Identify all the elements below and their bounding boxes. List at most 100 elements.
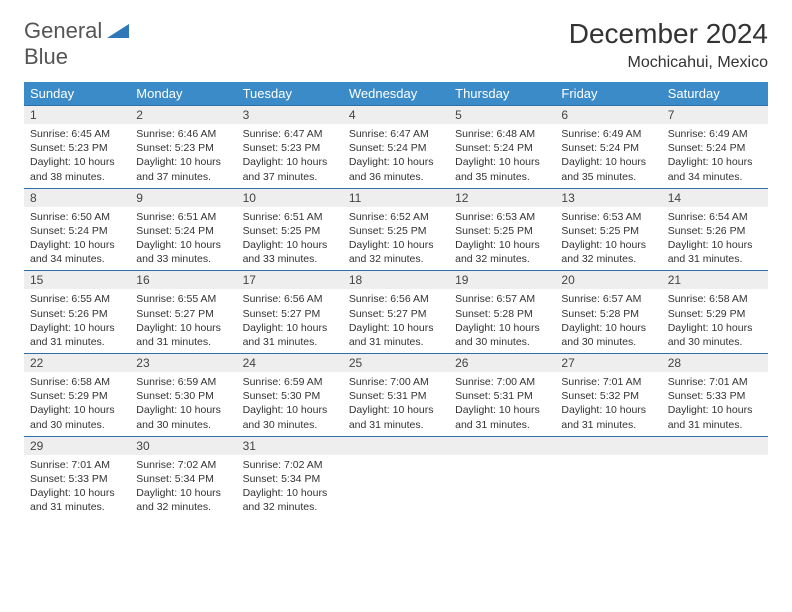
logo-word2: Blue: [24, 44, 68, 69]
day-cell: 12Sunrise: 6:53 AMSunset: 5:25 PMDayligh…: [449, 188, 555, 271]
day-cell: 13Sunrise: 6:53 AMSunset: 5:25 PMDayligh…: [555, 188, 661, 271]
day-number: 4: [343, 105, 449, 124]
logo-triangle-icon: [107, 22, 129, 43]
day-cell: 31Sunrise: 7:02 AMSunset: 5:34 PMDayligh…: [237, 436, 343, 519]
day-number: 15: [24, 270, 130, 289]
day-number: 8: [24, 188, 130, 207]
day-number: 17: [237, 270, 343, 289]
day-details: Sunrise: 6:57 AMSunset: 5:28 PMDaylight:…: [555, 289, 661, 353]
day-number: 27: [555, 353, 661, 372]
day-details: Sunrise: 6:59 AMSunset: 5:30 PMDaylight:…: [237, 372, 343, 436]
day-number: 11: [343, 188, 449, 207]
day-number: 5: [449, 105, 555, 124]
day-details: Sunrise: 6:59 AMSunset: 5:30 PMDaylight:…: [130, 372, 236, 436]
day-cell: 8Sunrise: 6:50 AMSunset: 5:24 PMDaylight…: [24, 188, 130, 271]
day-details: Sunrise: 6:52 AMSunset: 5:25 PMDaylight:…: [343, 207, 449, 271]
weekday-header: Wednesday: [343, 82, 449, 105]
day-details: Sunrise: 7:01 AMSunset: 5:33 PMDaylight:…: [662, 372, 768, 436]
day-number: 16: [130, 270, 236, 289]
day-cell: 30Sunrise: 7:02 AMSunset: 5:34 PMDayligh…: [130, 436, 236, 519]
day-cell: 11Sunrise: 6:52 AMSunset: 5:25 PMDayligh…: [343, 188, 449, 271]
day-details: Sunrise: 7:01 AMSunset: 5:33 PMDaylight:…: [24, 455, 130, 519]
day-details: Sunrise: 7:02 AMSunset: 5:34 PMDaylight:…: [237, 455, 343, 519]
day-number: 14: [662, 188, 768, 207]
day-details: Sunrise: 6:49 AMSunset: 5:24 PMDaylight:…: [662, 124, 768, 188]
day-cell: 28Sunrise: 7:01 AMSunset: 5:33 PMDayligh…: [662, 353, 768, 436]
day-cell: 16Sunrise: 6:55 AMSunset: 5:27 PMDayligh…: [130, 270, 236, 353]
day-details: Sunrise: 6:53 AMSunset: 5:25 PMDaylight:…: [555, 207, 661, 271]
header: General Blue December 2024 Mochicahui, M…: [24, 18, 768, 72]
day-cell: 4Sunrise: 6:47 AMSunset: 5:24 PMDaylight…: [343, 105, 449, 188]
day-details: Sunrise: 7:00 AMSunset: 5:31 PMDaylight:…: [343, 372, 449, 436]
day-number: 26: [449, 353, 555, 372]
day-number: 2: [130, 105, 236, 124]
day-number: 10: [237, 188, 343, 207]
day-details: Sunrise: 6:58 AMSunset: 5:29 PMDaylight:…: [24, 372, 130, 436]
logo: General Blue: [24, 18, 129, 70]
day-number: 3: [237, 105, 343, 124]
day-number: 13: [555, 188, 661, 207]
day-number: 24: [237, 353, 343, 372]
day-number: 18: [343, 270, 449, 289]
empty-cell: [343, 436, 449, 519]
day-details: Sunrise: 6:49 AMSunset: 5:24 PMDaylight:…: [555, 124, 661, 188]
day-cell: 19Sunrise: 6:57 AMSunset: 5:28 PMDayligh…: [449, 270, 555, 353]
logo-word1: General: [24, 18, 102, 43]
day-cell: 24Sunrise: 6:59 AMSunset: 5:30 PMDayligh…: [237, 353, 343, 436]
calendar-body: 1Sunrise: 6:45 AMSunset: 5:23 PMDaylight…: [24, 105, 768, 518]
day-cell: 18Sunrise: 6:56 AMSunset: 5:27 PMDayligh…: [343, 270, 449, 353]
day-number: 23: [130, 353, 236, 372]
day-cell: 27Sunrise: 7:01 AMSunset: 5:32 PMDayligh…: [555, 353, 661, 436]
weekday-header: Thursday: [449, 82, 555, 105]
day-number: 6: [555, 105, 661, 124]
weekday-header: Saturday: [662, 82, 768, 105]
calendar-head: Sunday Monday Tuesday Wednesday Thursday…: [24, 82, 768, 105]
day-cell: 10Sunrise: 6:51 AMSunset: 5:25 PMDayligh…: [237, 188, 343, 271]
day-cell: 5Sunrise: 6:48 AMSunset: 5:24 PMDaylight…: [449, 105, 555, 188]
day-cell: 26Sunrise: 7:00 AMSunset: 5:31 PMDayligh…: [449, 353, 555, 436]
day-details: Sunrise: 6:57 AMSunset: 5:28 PMDaylight:…: [449, 289, 555, 353]
day-number: 30: [130, 436, 236, 455]
weekday-header: Monday: [130, 82, 236, 105]
day-details: Sunrise: 7:02 AMSunset: 5:34 PMDaylight:…: [130, 455, 236, 519]
calendar-table: Sunday Monday Tuesday Wednesday Thursday…: [24, 82, 768, 518]
day-number: 9: [130, 188, 236, 207]
day-cell: 14Sunrise: 6:54 AMSunset: 5:26 PMDayligh…: [662, 188, 768, 271]
day-cell: 6Sunrise: 6:49 AMSunset: 5:24 PMDaylight…: [555, 105, 661, 188]
day-number: 31: [237, 436, 343, 455]
day-number: 1: [24, 105, 130, 124]
day-details: Sunrise: 6:58 AMSunset: 5:29 PMDaylight:…: [662, 289, 768, 353]
day-details: Sunrise: 6:51 AMSunset: 5:24 PMDaylight:…: [130, 207, 236, 271]
day-number: 7: [662, 105, 768, 124]
weekday-header: Tuesday: [237, 82, 343, 105]
day-cell: 2Sunrise: 6:46 AMSunset: 5:23 PMDaylight…: [130, 105, 236, 188]
day-details: Sunrise: 6:50 AMSunset: 5:24 PMDaylight:…: [24, 207, 130, 271]
day-details: Sunrise: 6:48 AMSunset: 5:24 PMDaylight:…: [449, 124, 555, 188]
day-cell: 23Sunrise: 6:59 AMSunset: 5:30 PMDayligh…: [130, 353, 236, 436]
day-details: Sunrise: 7:01 AMSunset: 5:32 PMDaylight:…: [555, 372, 661, 436]
day-number: 19: [449, 270, 555, 289]
day-number: 29: [24, 436, 130, 455]
day-details: Sunrise: 6:46 AMSunset: 5:23 PMDaylight:…: [130, 124, 236, 188]
day-cell: 17Sunrise: 6:56 AMSunset: 5:27 PMDayligh…: [237, 270, 343, 353]
day-number: 28: [662, 353, 768, 372]
day-cell: 29Sunrise: 7:01 AMSunset: 5:33 PMDayligh…: [24, 436, 130, 519]
empty-cell: [555, 436, 661, 519]
day-cell: 25Sunrise: 7:00 AMSunset: 5:31 PMDayligh…: [343, 353, 449, 436]
day-cell: 7Sunrise: 6:49 AMSunset: 5:24 PMDaylight…: [662, 105, 768, 188]
day-details: Sunrise: 6:47 AMSunset: 5:24 PMDaylight:…: [343, 124, 449, 188]
day-cell: 22Sunrise: 6:58 AMSunset: 5:29 PMDayligh…: [24, 353, 130, 436]
title-block: December 2024 Mochicahui, Mexico: [569, 18, 768, 72]
empty-cell: [662, 436, 768, 519]
day-number: 25: [343, 353, 449, 372]
day-number: 12: [449, 188, 555, 207]
day-number: 22: [24, 353, 130, 372]
day-details: Sunrise: 6:47 AMSunset: 5:23 PMDaylight:…: [237, 124, 343, 188]
day-details: Sunrise: 6:56 AMSunset: 5:27 PMDaylight:…: [343, 289, 449, 353]
day-details: Sunrise: 6:55 AMSunset: 5:27 PMDaylight:…: [130, 289, 236, 353]
day-details: Sunrise: 6:53 AMSunset: 5:25 PMDaylight:…: [449, 207, 555, 271]
day-cell: 9Sunrise: 6:51 AMSunset: 5:24 PMDaylight…: [130, 188, 236, 271]
day-details: Sunrise: 6:56 AMSunset: 5:27 PMDaylight:…: [237, 289, 343, 353]
month-title: December 2024: [569, 18, 768, 50]
day-details: Sunrise: 6:54 AMSunset: 5:26 PMDaylight:…: [662, 207, 768, 271]
